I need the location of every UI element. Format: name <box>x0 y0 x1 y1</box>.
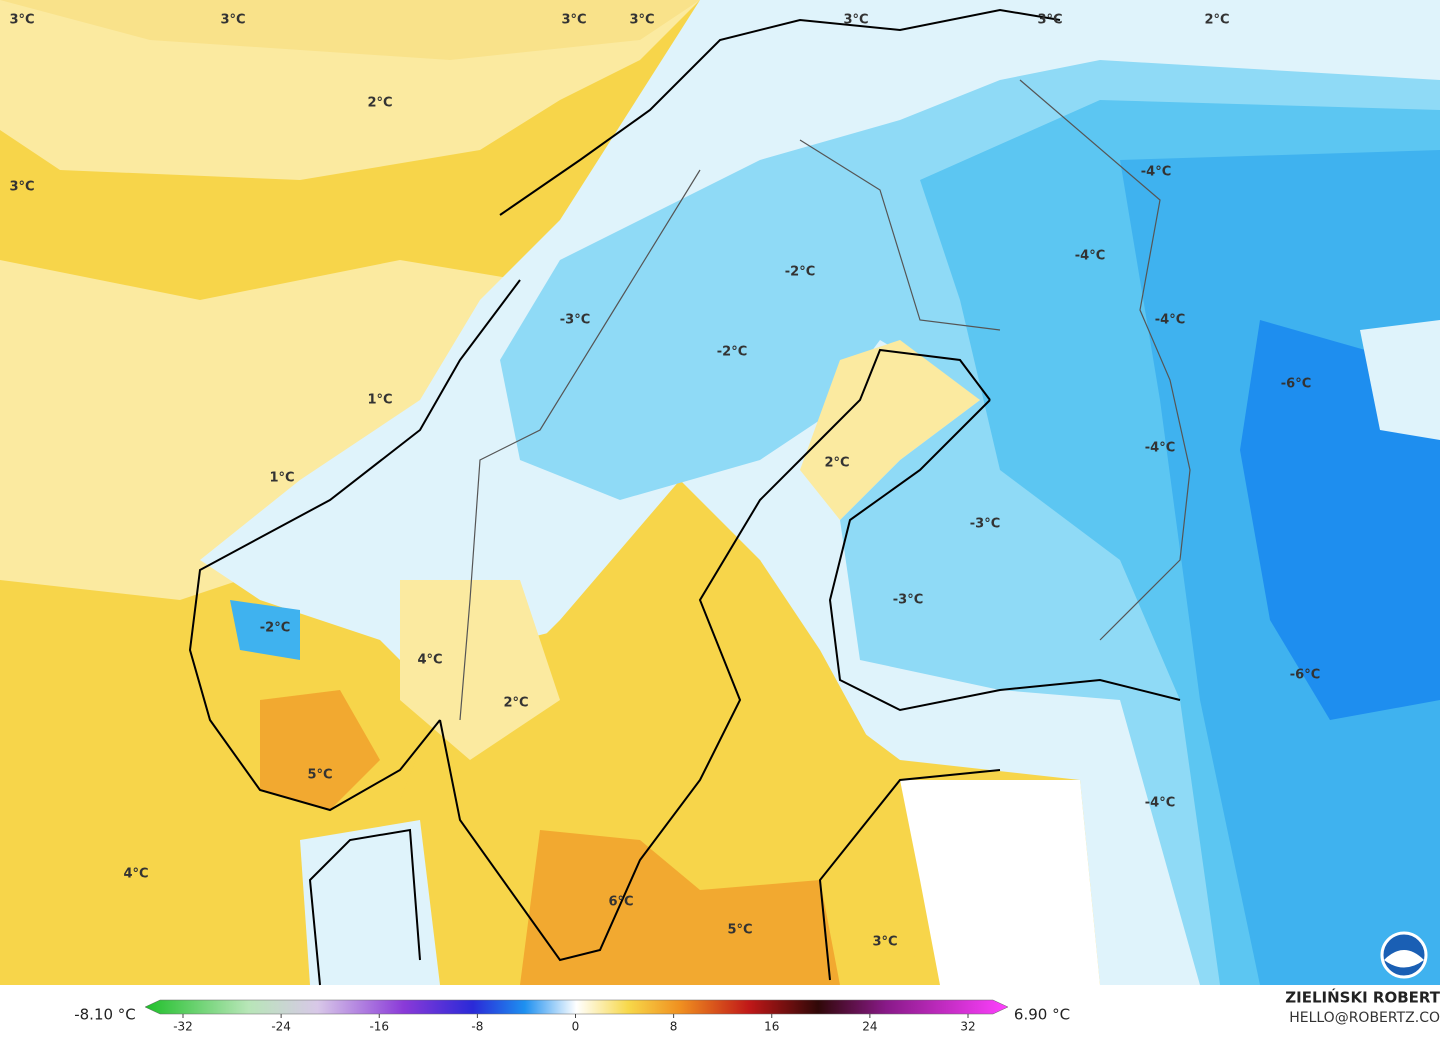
temp-label: -4°C <box>1075 249 1105 264</box>
temp-label: 3°C <box>1037 13 1062 28</box>
coastlines <box>188 8 1181 986</box>
colorbar: -8.10 °C 6.90 °C -32 -24 -16 -8 0 8 16 24 32 <box>74 999 1070 1034</box>
temp-label: -6°C <box>1290 668 1320 683</box>
temp-label: -3°C <box>970 517 1000 532</box>
temp-label: 3°C <box>561 13 586 28</box>
noaa-logo <box>1380 931 1428 979</box>
temp-label: 5°C <box>727 923 752 938</box>
temp-label: 6°C <box>608 895 633 910</box>
temp-label: -6°C <box>1281 377 1311 392</box>
colorbar-tick-label: -24 <box>271 1020 291 1034</box>
temp-label: 3°C <box>220 13 245 28</box>
temp-label: -4°C <box>1141 165 1171 180</box>
colorbar-tick-label: 32 <box>960 1020 975 1034</box>
temp-label: 3°C <box>9 13 34 28</box>
map-field <box>0 0 1440 985</box>
temp-label: 1°C <box>269 471 294 486</box>
temp-label: 1°C <box>367 393 392 408</box>
temp-label: 2°C <box>824 456 849 471</box>
temp-label: 3°C <box>629 13 654 28</box>
temp-label: 2°C <box>503 696 528 711</box>
colorbar-tick-label: -8 <box>471 1020 483 1034</box>
temp-label: -4°C <box>1145 441 1175 456</box>
temp-label: 3°C <box>9 180 34 195</box>
borders <box>459 79 1191 721</box>
temp-label: -2°C <box>260 621 290 636</box>
temp-label: 4°C <box>417 653 442 668</box>
credit-email: HELLO@ROBERTZ.CO <box>1289 1010 1440 1026</box>
colorbar-tick-label: -16 <box>369 1020 389 1034</box>
temp-label: 5°C <box>307 768 332 783</box>
temp-label: -4°C <box>1155 313 1185 328</box>
temp-label: 2°C <box>1204 13 1229 28</box>
temp-label: -2°C <box>717 345 747 360</box>
colorbar-tick-label: 0 <box>572 1020 580 1034</box>
legend-min: -8.10 °C <box>74 1006 136 1024</box>
colorbar-tick-label: -32 <box>173 1020 193 1034</box>
temp-label: 3°C <box>872 935 897 950</box>
temp-label: -3°C <box>560 313 590 328</box>
temperature-labels: 3°C 3°C 3°C 3°C 3°C 3°C 2°C 2°C 3°C -2°C -4°C -4°C -… <box>9 13 1320 950</box>
colorbar-scale <box>144 999 1009 1015</box>
temp-label: 2°C <box>367 96 392 111</box>
legend-max: 6.90 °C <box>1014 1006 1070 1024</box>
credit-name: ZIELIŃSKI ROBERT <box>1285 988 1440 1007</box>
temp-label: 3°C <box>843 13 868 28</box>
temp-label: -4°C <box>1145 796 1175 811</box>
colorbar-tick-label: 16 <box>764 1020 779 1034</box>
colorbar-tick-label: 24 <box>862 1020 877 1034</box>
temp-label: -2°C <box>785 265 815 280</box>
colorbar-tick-label: 8 <box>670 1020 678 1034</box>
temp-label: 4°C <box>123 867 148 882</box>
temp-label: -3°C <box>893 593 923 608</box>
